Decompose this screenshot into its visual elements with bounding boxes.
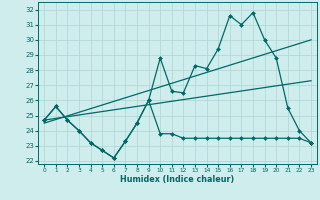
X-axis label: Humidex (Indice chaleur): Humidex (Indice chaleur) [120, 175, 235, 184]
